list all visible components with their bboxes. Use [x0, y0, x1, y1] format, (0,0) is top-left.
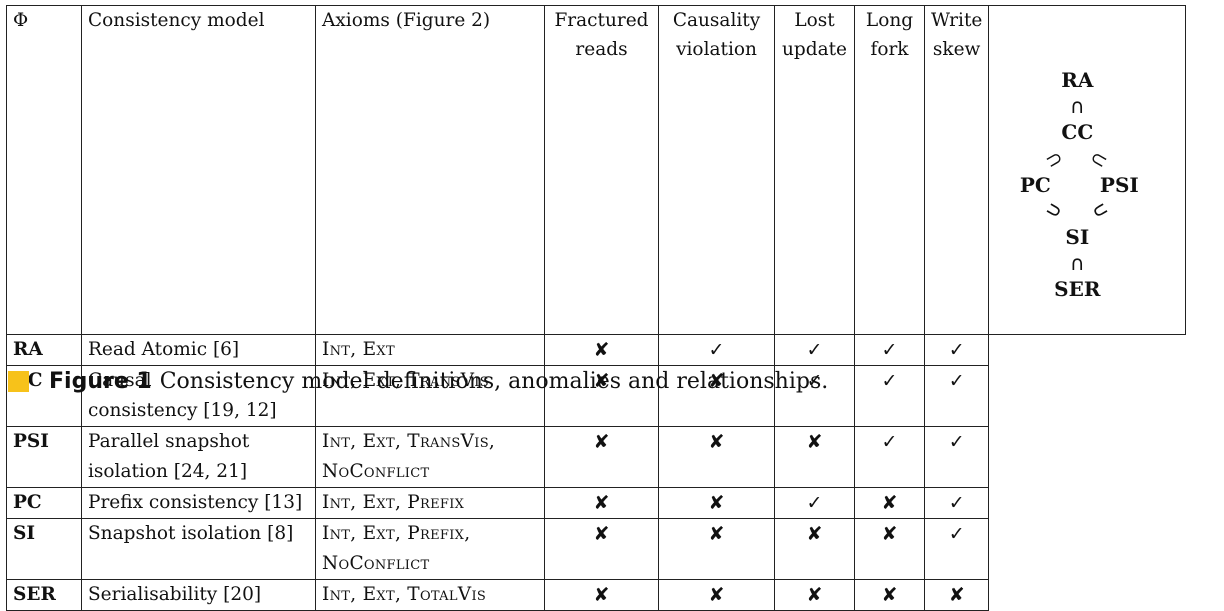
row-model: Parallel snapshot isolation [24, 21] [81, 426, 316, 488]
mark-causality-violation: ✓ [658, 334, 775, 366]
table-row: RA Read Atomic [6] Int, Ext ✘ ✓ ✓ ✓ ✓ [6, 334, 1186, 366]
node-psi: PSI [1099, 173, 1139, 197]
header-write-skew: Write skew [923, 5, 990, 335]
mark-fractured-reads: ✘ [544, 426, 659, 488]
mark-fractured-reads: ✘ [544, 579, 659, 611]
row-axioms: Int, Ext [315, 334, 545, 366]
header-causality-violation: Causality violation [658, 5, 775, 335]
header-long-fork: Long fork [854, 5, 925, 335]
mark-long-fork: ✓ [854, 426, 925, 488]
node-ser: SER [1054, 277, 1101, 301]
node-ra: RA [1061, 68, 1094, 92]
mark-lost-update: ✘ [774, 579, 855, 611]
subset-symbol: ∩ [1085, 198, 1114, 224]
table-row: PSI Parallel snapshot isolation [24, 21] … [6, 426, 1186, 488]
row-code: SER [6, 579, 82, 611]
table-header-row: Φ Consistency model Axioms (Figure 2) Fr… [6, 5, 1187, 335]
header-lost-update: Lost update [774, 5, 855, 335]
node-pc: PC [1019, 173, 1051, 197]
mark-causality-violation: ✘ [658, 579, 775, 611]
row-model: Prefix consistency [13] [81, 487, 316, 519]
mark-write-skew: ✓ [923, 334, 990, 366]
header-axioms: Axioms (Figure 2) [315, 5, 545, 335]
subset-symbol: ∩ [1070, 94, 1085, 118]
mark-fractured-reads: ✘ [544, 518, 659, 580]
mark-causality-violation: ✘ [658, 426, 775, 488]
row-code: SI [6, 518, 82, 580]
mark-write-skew: ✓ [923, 518, 990, 580]
mark-write-skew: ✓ [923, 426, 990, 488]
hierarchy-cell: RA ∩ CC ⊃ ⊂ PC PSI ∩ ∩ SI ∩ SER [988, 5, 1187, 335]
hierarchy-diagram: RA ∩ CC ⊃ ⊂ PC PSI ∩ ∩ SI ∩ SER [990, 7, 1185, 334]
header-phi: Φ [6, 5, 82, 335]
row-model: Read Atomic [6] [81, 334, 316, 366]
caption-square-icon [8, 370, 29, 392]
mark-long-fork: ✓ [854, 365, 925, 427]
mark-long-fork: ✓ [854, 334, 925, 366]
caption-text: Consistency model definitions, anomalies… [159, 368, 829, 394]
mark-lost-update: ✓ [774, 487, 855, 519]
mark-fractured-reads: ✘ [544, 334, 659, 366]
table-row: SI Snapshot isolation [8] Int, Ext, Pref… [6, 518, 1186, 580]
caption-label: Figure 1 [49, 368, 152, 394]
table-row: PC Prefix consistency [13] Int, Ext, Pre… [6, 487, 1186, 519]
table-row: SER Serialisability [20] Int, Ext, Total… [6, 579, 1186, 611]
header-fractured-reads: Fractured reads [544, 5, 659, 335]
mark-write-skew: ✓ [923, 487, 990, 519]
mark-lost-update: ✘ [774, 426, 855, 488]
mark-lost-update: ✘ [774, 518, 855, 580]
node-si: SI [1065, 225, 1090, 249]
mark-long-fork: ✘ [854, 487, 925, 519]
mark-long-fork: ✘ [854, 579, 925, 611]
header-model: Consistency model [81, 5, 316, 335]
row-model: Snapshot isolation [8] [81, 518, 316, 580]
row-axioms: Int, Ext, Prefix [315, 487, 545, 519]
consistency-table: Φ Consistency model Axioms (Figure 2) Fr… [6, 5, 1187, 611]
subset-symbol: ∩ [1070, 251, 1085, 275]
row-axioms: Int, Ext, TransVis, NoConflict [315, 426, 545, 488]
figure-caption: Figure 1 Consistency model definitions, … [6, 363, 828, 399]
row-axioms: Int, Ext, TotalVis [315, 579, 545, 611]
row-axioms: Int, Ext, Prefix, NoConflict [315, 518, 545, 580]
row-code: RA [6, 334, 82, 366]
mark-long-fork: ✘ [854, 518, 925, 580]
row-model: Serialisability [20] [81, 579, 316, 611]
row-code: PSI [6, 426, 82, 488]
mark-causality-violation: ✘ [658, 487, 775, 519]
mark-write-skew: ✓ [923, 365, 990, 427]
node-cc: CC [1061, 120, 1094, 144]
mark-fractured-reads: ✘ [544, 487, 659, 519]
subset-symbol: ∩ [1041, 198, 1070, 224]
row-code: PC [6, 487, 82, 519]
mark-write-skew: ✘ [923, 579, 990, 611]
mark-causality-violation: ✘ [658, 518, 775, 580]
mark-lost-update: ✓ [774, 334, 855, 366]
